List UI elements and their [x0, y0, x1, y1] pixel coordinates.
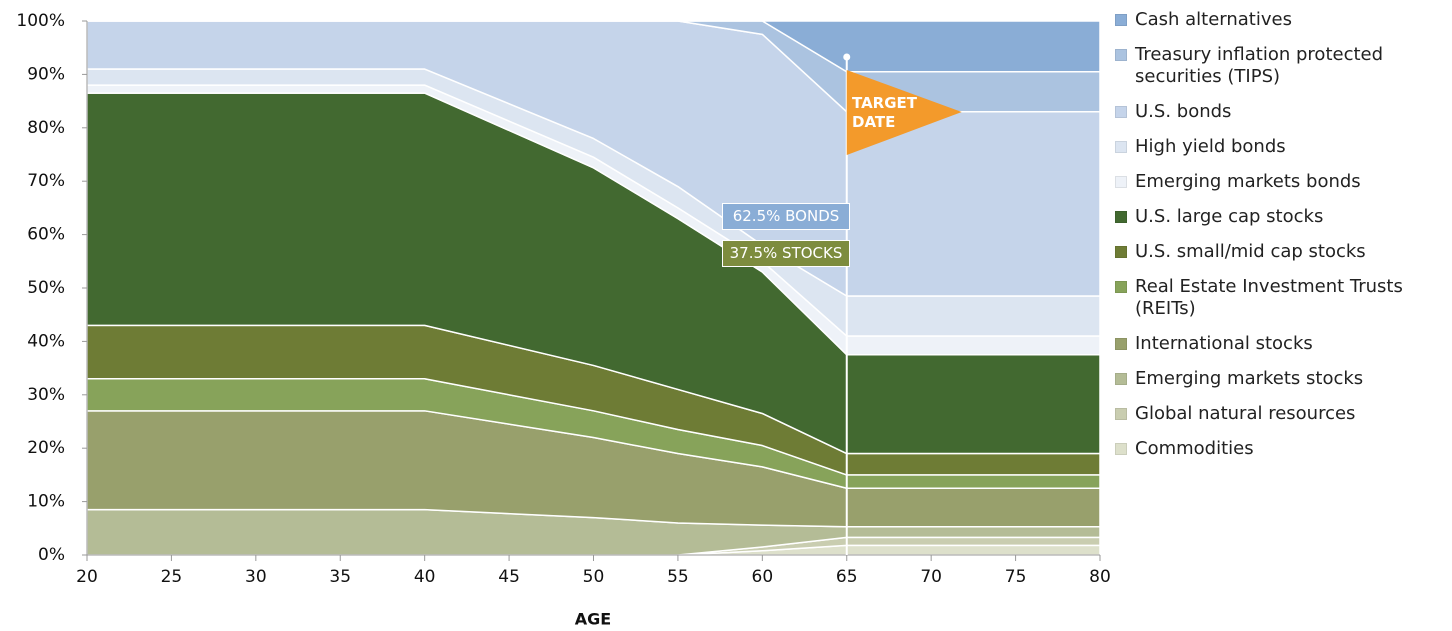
- areas: [86, 20, 1101, 556]
- legend-swatch: [1115, 106, 1127, 118]
- legend-label: Commodities: [1135, 438, 1254, 459]
- y-tick-label: 50%: [27, 278, 65, 298]
- annotation: TARGET DATE: [852, 94, 918, 131]
- y-tick-label: 100%: [16, 11, 65, 31]
- x-tick-label: 25: [161, 567, 183, 587]
- legend-label: U.S. bonds: [1135, 101, 1232, 122]
- y-tick-label: 70%: [27, 171, 65, 191]
- legend-label: U.S. large cap stocks: [1135, 206, 1324, 227]
- target-flag: [846, 70, 962, 155]
- annotation: 37.5% STOCKS: [722, 240, 850, 267]
- legend-label: Treasury inflation protected securities …: [1135, 44, 1384, 87]
- x-tick-label: 35: [329, 567, 351, 587]
- legend-label: Real Estate Investment Trusts (REITs): [1135, 276, 1403, 319]
- legend-swatch: [1115, 211, 1127, 223]
- legend-label: Emerging markets bonds: [1135, 171, 1361, 192]
- legend-item: U.S. bonds: [1115, 101, 1405, 123]
- x-tick-label: 30: [245, 567, 267, 587]
- x-tick-label: 50: [583, 567, 605, 587]
- legend-swatch: [1115, 14, 1127, 26]
- target-dot: [843, 53, 851, 61]
- x-tick-label: 55: [667, 567, 689, 587]
- x-tick-label: 80: [1089, 567, 1111, 587]
- x-tick-label: 60: [752, 567, 774, 587]
- legend-item: Cash alternatives: [1115, 9, 1405, 31]
- y-tick-label: 20%: [27, 438, 65, 458]
- legend-swatch: [1115, 246, 1127, 258]
- legend-swatch: [1115, 373, 1127, 385]
- legend-label: Emerging markets stocks: [1135, 368, 1364, 389]
- y-tick-label: 0%: [38, 545, 65, 565]
- legend-item: Emerging markets stocks: [1115, 368, 1405, 390]
- legend-label: U.S. small/mid cap stocks: [1135, 241, 1366, 262]
- legend-item: Emerging markets bonds: [1115, 171, 1405, 193]
- legend-swatch: [1115, 281, 1127, 293]
- legend-swatch: [1115, 338, 1127, 350]
- legend-item: Global natural resources: [1115, 403, 1405, 425]
- legend-swatch: [1115, 443, 1127, 455]
- x-tick-label: 75: [1005, 567, 1027, 587]
- annotation: 62.5% BONDS: [722, 203, 850, 230]
- y-tick-label: 40%: [27, 331, 65, 351]
- legend-label: High yield bonds: [1135, 136, 1286, 157]
- legend-swatch: [1115, 408, 1127, 420]
- x-axis-label: AGE: [575, 610, 611, 629]
- legend-label: International stocks: [1135, 333, 1313, 354]
- legend-item: U.S. small/mid cap stocks: [1115, 241, 1405, 263]
- legend-label: Global natural resources: [1135, 403, 1356, 424]
- y-tick-label: 30%: [27, 385, 65, 405]
- legend-item: Treasury inflation protected securities …: [1115, 44, 1405, 88]
- legend-swatch: [1115, 176, 1127, 188]
- legend: Cash alternatives Treasury inflation prot…: [1115, 9, 1405, 473]
- legend-item: Real Estate Investment Trusts (REITs): [1115, 276, 1405, 320]
- y-tick-label: 90%: [27, 64, 65, 84]
- legend-label: Cash alternatives: [1135, 9, 1292, 30]
- legend-item: International stocks: [1115, 333, 1405, 355]
- legend-item: High yield bonds: [1115, 136, 1405, 158]
- x-tick-label: 70: [920, 567, 942, 587]
- legend-swatch: [1115, 141, 1127, 153]
- legend-item: Commodities: [1115, 438, 1405, 460]
- y-tick-label: 80%: [27, 118, 65, 138]
- legend-item: U.S. large cap stocks: [1115, 206, 1405, 228]
- y-tick-label: 10%: [27, 492, 65, 512]
- y-tick-label: 60%: [27, 225, 65, 245]
- x-tick-label: 20: [76, 567, 98, 587]
- legend-swatch: [1115, 49, 1127, 61]
- x-tick-label: 40: [414, 567, 436, 587]
- x-tick-label: 65: [836, 567, 858, 587]
- x-tick-label: 45: [498, 567, 520, 587]
